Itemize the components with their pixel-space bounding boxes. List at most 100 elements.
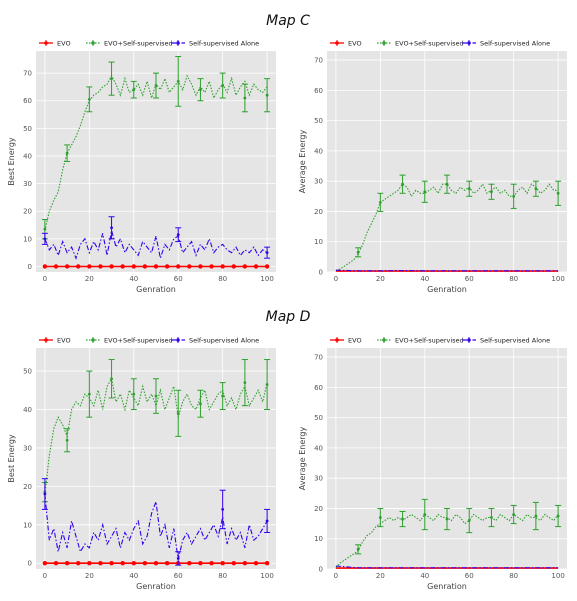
error-bar-point bbox=[356, 250, 360, 254]
error-bar-point bbox=[176, 557, 180, 560]
y-tick-label: 60 bbox=[314, 384, 323, 392]
x-tick-label: 80 bbox=[509, 275, 518, 283]
error-bar bbox=[555, 504, 562, 528]
error-bar bbox=[153, 378, 159, 414]
x-tick-label: 0 bbox=[43, 275, 47, 283]
figure-title-map-c: Map C bbox=[266, 13, 310, 29]
error-bar bbox=[488, 507, 495, 528]
error-bar bbox=[264, 508, 271, 533]
legend-entry: Self-supervised Alone bbox=[189, 336, 259, 344]
error-bar-point bbox=[556, 514, 560, 518]
x-tick-label: 60 bbox=[465, 275, 474, 283]
data-point bbox=[209, 264, 214, 269]
error-bar bbox=[444, 174, 450, 194]
legend-swatch-marker bbox=[91, 338, 95, 342]
error-bar-point bbox=[467, 519, 471, 522]
error-bar-point bbox=[132, 392, 136, 396]
x-tick-label: 60 bbox=[465, 572, 474, 580]
error-bar bbox=[219, 382, 226, 410]
x-tick-label: 0 bbox=[334, 275, 338, 283]
error-bar bbox=[41, 478, 48, 510]
error-bar bbox=[86, 86, 93, 113]
data-point bbox=[198, 264, 203, 269]
data-point bbox=[153, 561, 159, 566]
x-axis-label: Genration bbox=[136, 285, 176, 294]
legend-entry: Self-supervised Alone bbox=[189, 39, 259, 47]
x-tick-label: 100 bbox=[260, 572, 273, 580]
x-tick-label: 40 bbox=[129, 275, 138, 283]
y-tick-label: 40 bbox=[314, 147, 323, 155]
error-bar-point bbox=[423, 513, 427, 516]
legend-entry: EVO bbox=[348, 39, 362, 47]
error-bar-point bbox=[43, 227, 47, 231]
y-tick-label: 10 bbox=[23, 521, 32, 529]
series-evo-self-supervised bbox=[335, 498, 562, 568]
error-bar bbox=[130, 378, 137, 410]
legend-swatch-marker bbox=[382, 338, 386, 342]
x-tick-label: 0 bbox=[43, 572, 47, 580]
error-bar bbox=[108, 61, 115, 96]
data-point bbox=[164, 561, 170, 566]
y-tick-label: 0 bbox=[319, 566, 323, 574]
legend-entry: EVO+Self-supervised bbox=[104, 336, 173, 344]
error-bar bbox=[175, 389, 182, 437]
error-bar-point bbox=[490, 190, 493, 194]
y-tick-label: 40 bbox=[314, 444, 323, 452]
x-tick-label: 100 bbox=[551, 572, 564, 580]
series-evo-self-supervised bbox=[335, 174, 562, 272]
error-bar bbox=[64, 144, 71, 162]
data-point bbox=[98, 561, 103, 566]
error-bar bbox=[532, 180, 539, 197]
series-evo-self-supervised bbox=[41, 359, 271, 503]
error-bar bbox=[153, 72, 159, 99]
error-bar bbox=[510, 183, 517, 209]
data-point bbox=[142, 264, 148, 269]
error-bar-point bbox=[490, 516, 493, 519]
error-bar bbox=[241, 83, 248, 113]
error-bar-point bbox=[87, 392, 91, 396]
data-point bbox=[253, 561, 259, 566]
error-bar-point bbox=[43, 237, 47, 241]
data-point bbox=[76, 264, 81, 269]
x-tick-label: 40 bbox=[420, 572, 429, 580]
legend-swatch-marker bbox=[176, 338, 180, 342]
error-bar bbox=[444, 507, 450, 531]
error-bar bbox=[175, 56, 182, 107]
data-point bbox=[87, 264, 92, 269]
y-axis-label: Average Energy bbox=[298, 427, 307, 491]
x-tick-label: 80 bbox=[218, 572, 227, 580]
legend-swatch-marker bbox=[382, 41, 386, 45]
error-bar-point bbox=[265, 93, 269, 97]
error-bar bbox=[355, 544, 362, 555]
data-point bbox=[64, 561, 70, 566]
data-point bbox=[242, 561, 248, 566]
error-bar-point bbox=[265, 383, 269, 386]
legend-swatch-marker bbox=[91, 41, 95, 45]
error-bar-point bbox=[199, 402, 202, 406]
error-bar-point bbox=[65, 438, 69, 442]
error-bar-point bbox=[401, 517, 404, 521]
data-point bbox=[131, 561, 136, 566]
error-bar-point bbox=[87, 97, 91, 101]
data-point bbox=[142, 561, 148, 566]
error-bar bbox=[175, 227, 182, 243]
error-bar-point bbox=[356, 547, 360, 551]
x-axis-label: Genration bbox=[136, 582, 176, 591]
data-point bbox=[187, 561, 192, 566]
data-point bbox=[53, 264, 59, 269]
data-point bbox=[153, 264, 159, 269]
figure-title-map-d: Map D bbox=[266, 309, 311, 325]
legend: EVO EVO+Self-supervised Self-supervised Al… bbox=[330, 336, 550, 344]
error-bar bbox=[510, 504, 517, 525]
series-line bbox=[44, 377, 268, 495]
legend-entry: EVO+Self-supervised bbox=[395, 336, 464, 344]
legend-entry: EVO bbox=[348, 336, 362, 344]
y-tick-label: 60 bbox=[23, 97, 32, 105]
x-tick-label: 0 bbox=[334, 572, 338, 580]
data-point bbox=[120, 561, 125, 566]
error-bar-point bbox=[110, 226, 113, 230]
error-bar-point bbox=[467, 187, 471, 191]
data-point bbox=[109, 561, 114, 566]
error-bar bbox=[264, 246, 271, 259]
error-bar bbox=[175, 551, 182, 566]
